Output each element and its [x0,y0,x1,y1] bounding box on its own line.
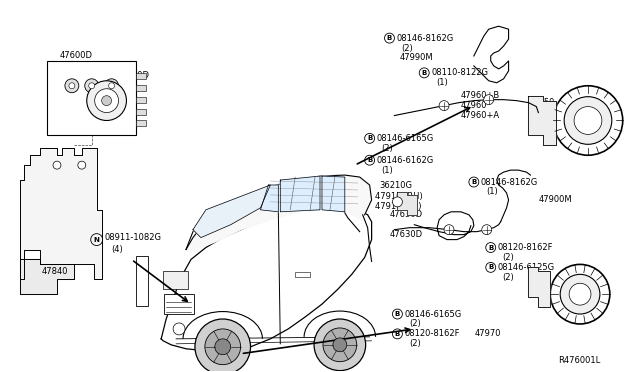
Polygon shape [322,176,345,212]
Text: R476001L: R476001L [558,356,600,365]
Text: 47600D: 47600D [60,51,93,61]
Circle shape [323,328,356,362]
Bar [136,85,147,91]
Circle shape [574,107,602,134]
Bar [136,121,147,126]
Text: 47970: 47970 [475,329,501,339]
Polygon shape [260,185,278,212]
Circle shape [84,79,99,93]
Text: (2): (2) [401,44,413,52]
Bar [164,294,194,314]
Text: 47960+B: 47960+B [461,91,500,100]
Circle shape [215,339,230,355]
Text: 08146-8162G: 08146-8162G [481,177,538,186]
Text: 47840: 47840 [42,267,68,276]
Circle shape [109,83,115,89]
Circle shape [444,225,454,235]
Text: 47960+A: 47960+A [461,111,500,120]
Text: B: B [488,264,493,270]
Circle shape [439,101,449,110]
Text: (2): (2) [410,320,421,328]
Text: B: B [387,35,392,41]
Text: (1): (1) [436,78,448,87]
Circle shape [564,97,612,144]
Text: 47630D: 47630D [390,230,422,239]
Text: (4): (4) [111,245,124,254]
Text: 08146-6125G: 08146-6125G [498,263,555,272]
Text: (2): (2) [502,273,515,282]
Text: 36210G: 36210G [380,180,413,189]
Text: N: N [93,237,100,243]
Circle shape [78,161,86,169]
Text: 08120-8162F: 08120-8162F [498,243,553,252]
Circle shape [104,79,118,93]
Circle shape [173,323,185,335]
Text: 08120-8162F: 08120-8162F [404,329,460,339]
Circle shape [560,274,600,314]
Bar [136,97,147,103]
Text: 08110-8122G: 08110-8122G [431,68,488,77]
Circle shape [333,338,347,352]
Circle shape [53,161,61,169]
Text: (2): (2) [410,339,421,348]
Bar [47,61,136,135]
Text: 47630D: 47630D [390,210,422,219]
Text: 47911 (LH): 47911 (LH) [374,202,421,211]
Circle shape [553,86,623,155]
Text: (1): (1) [381,166,394,174]
Text: B: B [367,135,372,141]
Text: 08146-6162G: 08146-6162G [376,156,434,165]
Polygon shape [193,185,270,238]
Polygon shape [529,267,550,307]
Text: 08146-6165G: 08146-6165G [404,310,461,318]
Circle shape [392,197,403,207]
Text: 47960: 47960 [461,101,488,110]
Polygon shape [280,176,320,212]
Circle shape [314,319,365,371]
Bar [136,73,147,79]
Text: (1): (1) [486,187,497,196]
Text: 47910 (RH): 47910 (RH) [374,192,422,201]
Text: (2): (2) [381,144,394,153]
Circle shape [69,83,75,89]
Text: B: B [422,70,427,76]
Polygon shape [20,148,102,279]
Polygon shape [186,175,372,250]
Text: B: B [395,311,400,317]
Polygon shape [529,96,556,145]
Bar [295,272,310,277]
Bar [136,256,148,306]
Bar [163,271,188,289]
Circle shape [569,283,591,305]
Text: B: B [367,157,372,163]
Circle shape [65,79,79,93]
Text: 47600D: 47600D [116,71,150,80]
Text: 08146-8162G: 08146-8162G [396,33,454,43]
Text: B: B [395,331,400,337]
Circle shape [89,83,95,89]
Text: 47900M: 47900M [538,195,572,204]
Circle shape [205,329,241,365]
Text: 08146-6165G: 08146-6165G [376,134,434,143]
Text: (2): (2) [502,253,515,262]
Bar [136,109,147,115]
Circle shape [484,95,493,105]
Text: 47990M: 47990M [399,54,433,62]
Circle shape [95,89,118,113]
Circle shape [102,96,111,106]
Text: B: B [488,244,493,250]
Text: 08911-1082G: 08911-1082G [104,233,162,242]
Polygon shape [161,208,372,351]
Polygon shape [20,259,74,294]
Circle shape [550,264,610,324]
Circle shape [87,81,127,121]
Text: 47950: 47950 [529,98,555,107]
Text: B: B [471,179,476,185]
Circle shape [482,225,492,235]
Polygon shape [397,192,417,215]
Circle shape [195,319,250,372]
